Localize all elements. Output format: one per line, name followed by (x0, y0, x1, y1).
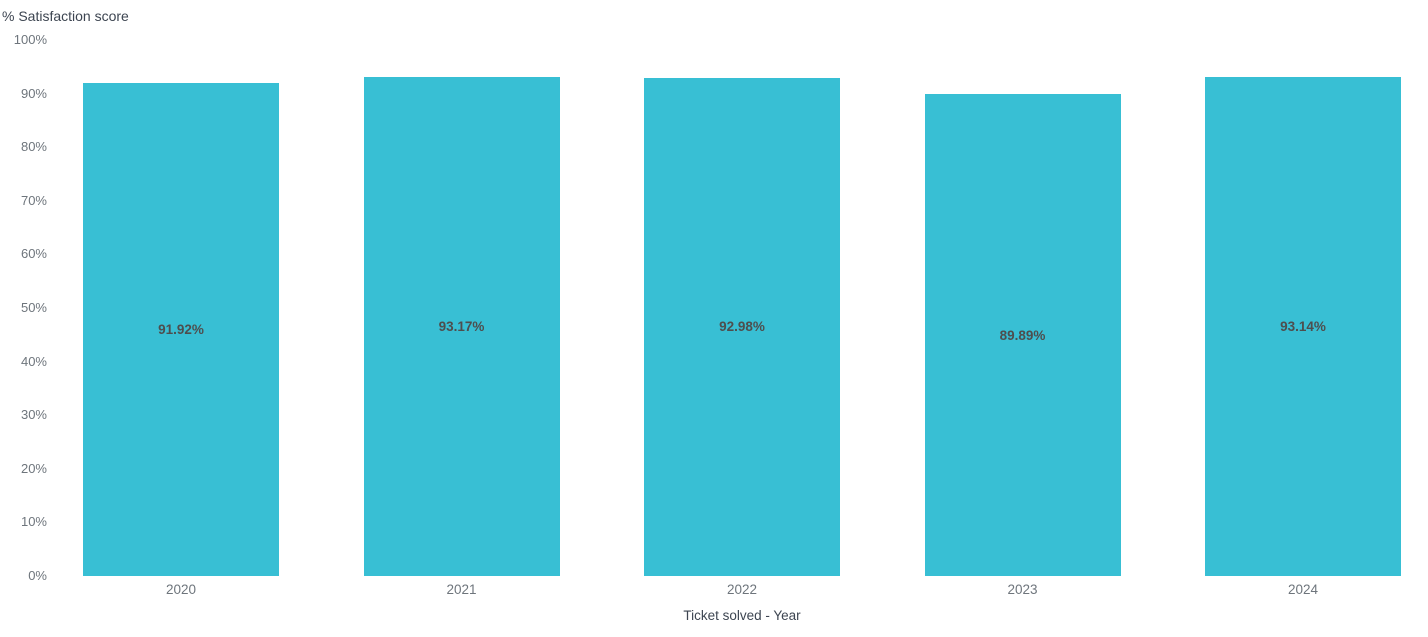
x-tick-label-2021: 2021 (446, 582, 477, 597)
plot-area: 91.92% 93.17% 92.98% 89.89% 93.14% (83, 40, 1401, 576)
bar-2024[interactable]: 93.14% (1205, 76, 1401, 576)
y-tick-label: 10% (20, 514, 47, 530)
bar-2022[interactable]: 92.98% (644, 77, 840, 576)
y-tick-label: 70% (20, 192, 47, 208)
y-tick-label: 0% (28, 568, 47, 583)
y-tick-label: 90% (20, 85, 47, 101)
y-tick-label: 100% (13, 32, 47, 47)
x-axis: 2020 2021 2022 2023 2024 (83, 582, 1401, 597)
y-tick-label: 80% (20, 139, 47, 155)
y-tick-label: 20% (20, 460, 47, 476)
bar-value-label: 91.92% (158, 322, 204, 338)
y-tick-label: 60% (20, 246, 47, 262)
x-axis-title: Ticket solved - Year (683, 608, 801, 623)
y-axis-title: % Satisfaction score (2, 8, 129, 24)
bar-value-label: 93.17% (438, 318, 485, 334)
x-tick-label-2023: 2023 (1007, 582, 1038, 597)
bar-value-label: 89.89% (999, 327, 1046, 343)
y-tick-label: 50% (20, 300, 47, 315)
y-tick-label: 40% (20, 353, 47, 369)
bar-value-label: 93.14% (1280, 318, 1326, 334)
x-tick-label-2024: 2024 (1287, 582, 1319, 597)
y-axis: 100% 90% 80% 70% 60% 50% 40% 30% 20% 10% 0% (0, 0, 47, 637)
x-tick-label-2022: 2022 (726, 582, 758, 597)
x-tick-label-2020: 2020 (165, 582, 197, 597)
bar-2020[interactable]: 91.92% (83, 83, 279, 576)
y-tick-label: 30% (20, 407, 47, 423)
bar-value-label: 92.98% (719, 319, 765, 335)
bar-2023[interactable]: 89.89% (924, 94, 1121, 576)
bar-2021[interactable]: 93.17% (363, 76, 560, 576)
